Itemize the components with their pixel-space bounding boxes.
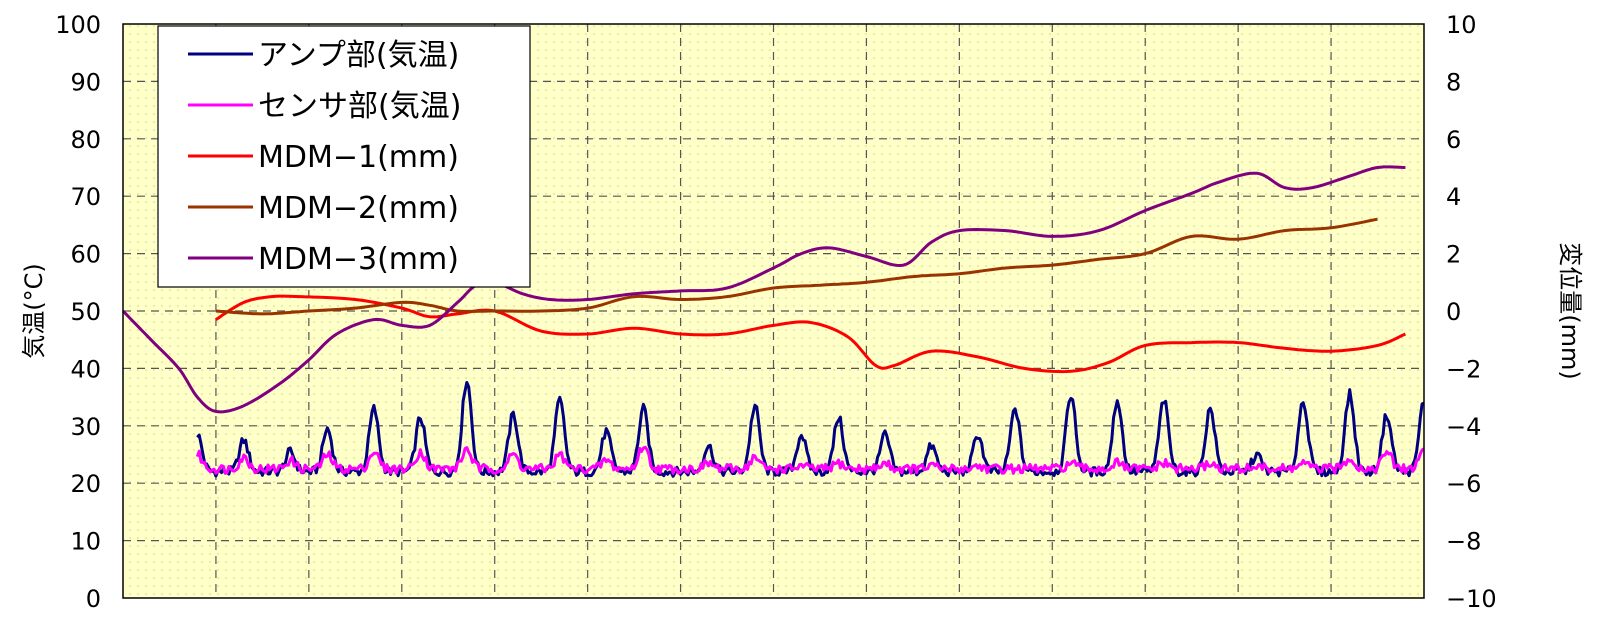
y-right-tick-label: −2 — [1446, 355, 1481, 383]
y-left-tick-label: 60 — [70, 241, 101, 269]
series-line-4 — [215, 217, 1378, 316]
y-right-tick-label: 0 — [1446, 298, 1461, 326]
y-left-tick-label: 40 — [70, 355, 101, 383]
y-right-tick-label: 6 — [1446, 126, 1461, 154]
y-right-tick-label: 8 — [1446, 68, 1461, 96]
y-left-tick-label: 0 — [86, 585, 101, 613]
y-left-tick-label: 30 — [70, 413, 101, 441]
series-line-5 — [121, 165, 1406, 414]
y-right-tick-label: −10 — [1446, 585, 1497, 613]
y-left-tick-label: 70 — [70, 183, 101, 211]
legend-label: MDM−2(mm) — [258, 191, 459, 226]
y-right-tick-label: 10 — [1446, 11, 1477, 39]
legend-label: MDM−1(mm) — [258, 140, 459, 175]
series-line-2 — [195, 445, 1425, 475]
y-left-tick-label: 90 — [70, 68, 101, 96]
y-left-tick-label: 10 — [70, 528, 101, 556]
series-layer — [121, 165, 1425, 478]
y-right-tick-label: −8 — [1446, 528, 1481, 556]
y-left-tick-label: 100 — [55, 11, 101, 39]
legend: アンプ部(気温) センサ部(気温) MDM−1(mm) MDM−2(mm) MDM−3(… — [157, 25, 531, 288]
legend-label: アンプ部(気温) — [258, 38, 459, 73]
y-axis-label-right: 変位量(mm) — [1556, 242, 1584, 379]
y-right-tick-label: 2 — [1446, 241, 1461, 269]
plot-frame — [122, 23, 1425, 599]
left-axis: 0 10 20 30 40 50 60 70 80 90 100 — [55, 11, 101, 613]
series-line-3 — [215, 294, 1407, 374]
y-right-tick-label: −6 — [1446, 470, 1481, 498]
legend-label: MDM−3(mm) — [258, 242, 459, 277]
y-left-tick-label: 50 — [70, 298, 101, 326]
y-right-tick-label: 4 — [1446, 183, 1461, 211]
legend-label: センサ部(気温) — [258, 89, 461, 124]
y-axis-label-left: 気温(°C) — [20, 263, 48, 358]
y-left-tick-label: 80 — [70, 126, 101, 154]
y-left-tick-label: 20 — [70, 470, 101, 498]
y-right-tick-label: −4 — [1446, 413, 1481, 441]
right-axis: −10 −8 −6 −4 −2 0 2 4 6 8 10 — [1446, 11, 1497, 613]
